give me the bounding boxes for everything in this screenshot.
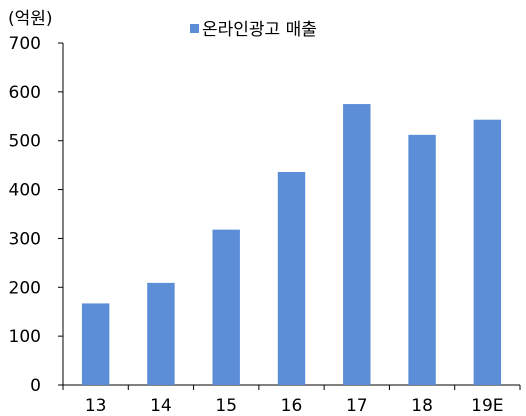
x-tick-label: 15: [215, 396, 237, 416]
y-tick-label: 0: [30, 376, 41, 396]
x-tick-label: 14: [150, 396, 172, 416]
x-axis: 13 14 15 16 17 18 19E: [62, 384, 521, 416]
y-tick-label: 300: [9, 229, 41, 249]
unit-label: (억원): [8, 9, 53, 29]
bar-15: [212, 229, 240, 385]
x-tick-label: 13: [85, 396, 107, 416]
legend-swatch: [190, 24, 199, 33]
x-tick-label: 19E: [471, 396, 503, 416]
y-tick-label: 400: [9, 181, 41, 201]
y-tick-label: 200: [9, 278, 41, 298]
bar-13: [81, 303, 110, 385]
bar-14: [147, 282, 175, 385]
y-axis: 0 100 200 300 400 500 600 700: [9, 34, 64, 396]
x-tick-label: 17: [346, 396, 368, 416]
x-tick-label: 18: [411, 396, 433, 416]
y-tick-label: 100: [9, 327, 41, 347]
y-tick-label: 600: [9, 83, 41, 103]
legend-label: 온라인광고 매출: [202, 20, 317, 40]
bar-18: [408, 134, 436, 385]
bars: [81, 104, 502, 386]
y-tick-label: 700: [9, 34, 41, 54]
x-tick-label: 16: [281, 396, 303, 416]
bar-19E: [473, 119, 502, 385]
bar-16: [277, 171, 306, 385]
y-tick-label: 500: [9, 132, 41, 152]
bar-17: [343, 104, 371, 386]
legend: 온라인광고 매출: [190, 20, 317, 40]
